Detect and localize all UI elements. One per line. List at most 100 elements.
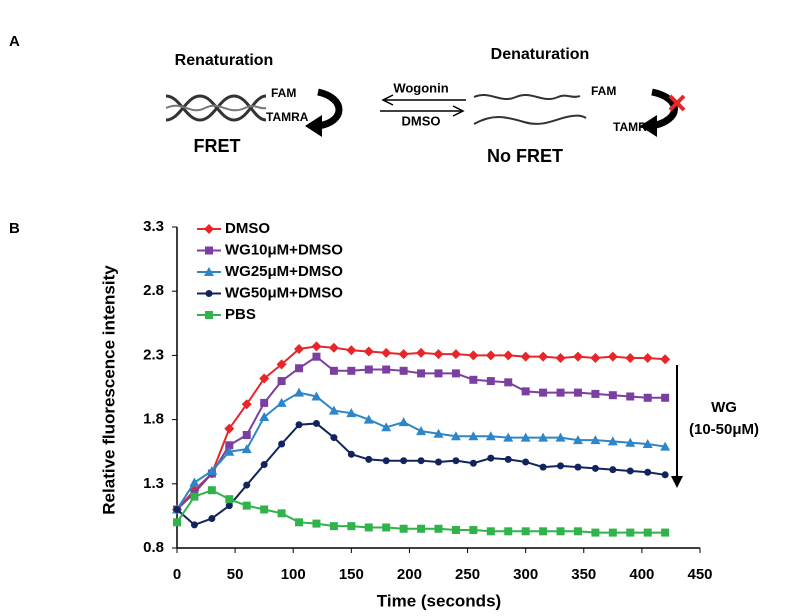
data-point <box>661 471 669 479</box>
data-point <box>608 528 617 537</box>
data-point <box>433 428 444 438</box>
x-tick-label: 0 <box>173 566 181 583</box>
data-point <box>328 405 339 415</box>
data-point <box>520 432 531 442</box>
data-point <box>607 351 618 362</box>
data-point <box>469 375 478 384</box>
data-point <box>468 431 479 441</box>
legend-label: WG50μM+DMSO <box>225 284 343 301</box>
data-point <box>225 502 233 510</box>
panel-label: A <box>9 33 20 50</box>
data-point <box>521 387 530 396</box>
data-point <box>206 465 217 475</box>
data-point <box>312 352 321 361</box>
data-point <box>363 346 374 357</box>
data-point <box>538 432 549 442</box>
data-point <box>398 417 409 427</box>
data-point <box>208 514 216 522</box>
data-point <box>417 524 426 533</box>
data-point <box>347 522 356 531</box>
data-point <box>364 365 373 374</box>
data-point <box>572 435 583 445</box>
data-point <box>487 454 495 462</box>
x-tick-label: 250 <box>455 566 480 583</box>
data-point <box>451 369 460 378</box>
data-point <box>225 495 234 504</box>
data-point <box>642 352 653 363</box>
data-point <box>294 343 305 354</box>
label-tamra: TAMRA <box>266 110 309 124</box>
data-point <box>311 391 322 401</box>
data-point <box>312 419 320 427</box>
legend-label: DMSO <box>225 220 270 237</box>
data-point <box>260 398 269 407</box>
data-point <box>399 366 408 375</box>
arrow-head <box>640 115 657 137</box>
data-point <box>503 350 514 361</box>
data-point <box>278 440 286 448</box>
legend-label: WG25μM+DMSO <box>225 263 343 280</box>
data-point <box>626 467 634 475</box>
data-point <box>294 387 305 397</box>
data-point <box>573 527 582 536</box>
x-tick-label: 150 <box>339 566 364 583</box>
data-point <box>346 408 357 418</box>
y-tick-label: 2.3 <box>143 346 164 363</box>
data-point <box>644 468 652 476</box>
label-fam: FAM <box>271 86 296 100</box>
x-tick-label: 450 <box>687 566 712 583</box>
data-point <box>521 527 530 536</box>
data-point <box>295 421 303 429</box>
data-point <box>539 463 547 471</box>
state-label: FRET <box>194 136 241 156</box>
x-tick-label: 200 <box>397 566 422 583</box>
single-strands <box>473 94 587 125</box>
data-point <box>504 378 513 387</box>
data-point <box>241 399 252 410</box>
arrow-label: Wogonin <box>393 80 448 95</box>
data-point <box>347 366 356 375</box>
data-point <box>609 466 617 474</box>
data-point <box>556 527 565 536</box>
data-point <box>346 345 357 356</box>
data-point <box>241 444 252 454</box>
data-point <box>207 486 216 495</box>
arrow-label: DMSO <box>402 113 441 128</box>
data-point <box>382 457 390 465</box>
x-tick-label: 300 <box>513 566 538 583</box>
data-point <box>574 463 582 471</box>
legend-marker <box>205 311 213 319</box>
data-point <box>242 431 251 440</box>
data-point <box>433 349 444 360</box>
data-point <box>555 432 566 442</box>
x-tick-label: 400 <box>629 566 654 583</box>
data-point <box>417 369 426 378</box>
data-point <box>485 431 496 441</box>
data-point <box>276 397 287 407</box>
label-fam: FAM <box>591 84 616 98</box>
data-point <box>469 526 478 535</box>
data-point <box>276 359 287 370</box>
x-axis-title: Time (seconds) <box>377 591 501 610</box>
block-cross <box>668 94 686 112</box>
data-point <box>450 431 461 441</box>
data-point <box>504 527 513 536</box>
legend-label: PBS <box>225 306 256 323</box>
data-point <box>556 388 565 397</box>
y-tick-label: 2.8 <box>143 282 164 299</box>
data-point <box>555 352 566 363</box>
data-point <box>590 352 601 363</box>
data-point <box>625 437 636 447</box>
annotation: (10-50μM) <box>689 421 759 438</box>
data-point <box>539 388 548 397</box>
data-point <box>400 457 408 465</box>
panel-label: B <box>9 220 20 237</box>
data-point <box>661 393 670 402</box>
data-point <box>364 523 373 532</box>
data-point <box>295 518 304 527</box>
data-point <box>486 527 495 536</box>
data-point <box>190 521 198 529</box>
data-point <box>573 388 582 397</box>
